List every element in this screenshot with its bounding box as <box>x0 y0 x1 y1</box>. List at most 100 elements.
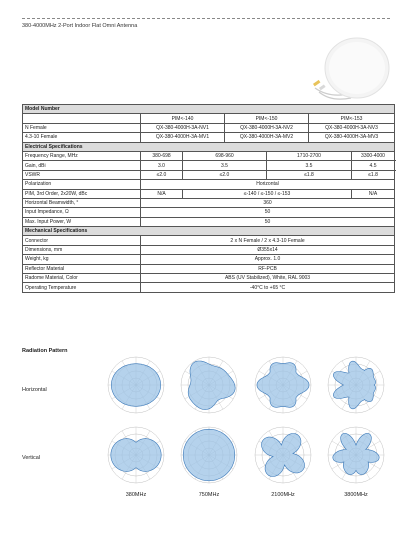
vswr-cell: ≤2.0 <box>140 169 183 181</box>
radome-value: ABS (UV Stabilized), White, RAL 9003 <box>139 273 396 284</box>
model-cell: QX-380-4000H-3A-NV3 <box>307 122 396 134</box>
gain-cell: 3.0 <box>140 160 183 171</box>
mechanical-header: Mechanical Specifications <box>21 226 396 237</box>
dimensions-row: Dimensions, mm Ø355x14 <box>22 244 396 256</box>
freq-cell: 1710-2700 <box>266 150 352 162</box>
header-rule <box>22 18 390 19</box>
row-label: Horizontal Beamwidth, ° <box>22 197 141 209</box>
row-label: PIM, 3rd Order, 2x20W, dBc <box>22 188 141 199</box>
radiation-pattern-shape <box>110 438 162 472</box>
radiation-pattern-shape <box>187 360 236 410</box>
row-label: Dimensions, mm <box>22 244 141 256</box>
radiation-plot <box>327 426 385 484</box>
radiation-plot <box>180 426 238 484</box>
weight-row: Weight, kg Approx. 1.0 <box>22 254 396 265</box>
radiation-pattern-shape <box>261 433 305 477</box>
radiation-pattern-shape <box>332 433 380 475</box>
pim-row: PIM, 3rd Order, 2x20W, dBc N/A ≤-140 / ≤… <box>22 188 396 199</box>
reflector-value: RF-PCB <box>139 263 396 275</box>
gain-cell: 3.5 <box>266 160 352 171</box>
radiation-pattern-shape <box>256 362 310 408</box>
max-power-row: Max. Input Power, W 50 <box>22 216 396 228</box>
freq-cell: 380-698 <box>140 150 183 162</box>
radiation-plot <box>180 356 238 414</box>
beamwidth-value: 360 <box>139 197 396 209</box>
row-label: 4.3-10 Female <box>22 132 141 143</box>
model-cell: QX-380-4000H-3A-MV1 <box>140 132 225 143</box>
row-label: Polarization <box>22 179 141 190</box>
pim-grade-3: PIM<-153 <box>307 113 396 124</box>
row-label: Max. Input Power, W <box>22 216 141 228</box>
dimensions-value: Ø355x14 <box>139 244 396 256</box>
row-label: Operating Temperature <box>22 282 141 293</box>
model-cell: QX-380-4000H-3A-MV2 <box>224 132 309 143</box>
gain-row: Gain, dBi 3.0 3.5 3.5 4.5 <box>22 160 396 171</box>
radiation-pattern-title: Radiation Pattern <box>22 348 68 354</box>
polarization-row: Polarization Horizontal <box>22 179 396 190</box>
radiation-plot <box>107 426 165 484</box>
pim-cell: N/A <box>350 188 396 199</box>
radiation-plot <box>327 356 385 414</box>
impedance-value: 50 <box>139 207 396 218</box>
radiation-pattern-shape <box>182 428 236 482</box>
reflector-row: Reflector Material RF-PCB <box>22 263 396 275</box>
row-label: Weight, kg <box>22 254 141 265</box>
radiation-pattern-shape <box>332 360 376 410</box>
gain-cell: 4.5 <box>350 160 396 171</box>
row-label: Radome Material, Color <box>22 273 141 284</box>
model-cell: QX-380-4000H-3A-MV3 <box>307 132 396 143</box>
vswr-cell: ≤2.0 <box>182 169 267 181</box>
freq-cell: 698-960 <box>182 150 267 162</box>
row-label: Gain, dBi <box>22 160 141 171</box>
mechanical-header-row: Mechanical Specifications <box>21 226 396 237</box>
radiation-pattern-shape <box>111 363 161 407</box>
row-label: N Female <box>22 122 141 134</box>
connector-value: 2 x N Female / 2 x 4.3-10 Female <box>139 235 396 246</box>
row-label: Input Impedance, Ω <box>22 207 141 218</box>
connector-row: Connector 2 x N Female / 2 x 4.3-10 Fema… <box>22 235 396 246</box>
pim-cell: N/A <box>140 188 183 199</box>
radiation-plot <box>254 356 312 414</box>
model-cell: QX-380-4000H-3A-NV1 <box>140 122 225 134</box>
model-number-header-row: Model Number <box>21 103 396 115</box>
model-cell: QX-380-4000H-3A-NV2 <box>224 122 309 134</box>
row-label: Reflector Material <box>22 263 141 275</box>
vswr-cell: ≤1.8 <box>266 169 352 181</box>
electrical-header-row: Electrical Specifications <box>21 141 396 152</box>
spec-table: Model Number PIM<-140 PIM<-150 PIM<-153 … <box>21 103 396 293</box>
vswr-row: VSWR ≤2.0 ≤2.0 ≤1.8 ≤1.8 <box>22 169 396 181</box>
freq-label-3800: 3800MHz <box>344 492 368 498</box>
electrical-header: Electrical Specifications <box>21 141 396 152</box>
n-female-row: N Female QX-380-4000H-3A-NV1 QX-380-4000… <box>22 122 396 134</box>
operating-temp-value: -40°C to +65 °C <box>139 282 396 293</box>
vswr-cell: ≤1.8 <box>350 169 396 181</box>
row-label: Frequency Range, MHz <box>22 150 141 162</box>
pim-grade-1: PIM<-140 <box>140 113 225 124</box>
freq-cell: 3300-4000 <box>350 150 396 162</box>
radiation-plot <box>107 356 165 414</box>
impedance-row: Input Impedance, Ω 50 <box>22 207 396 218</box>
radome-row: Radome Material, Color ABS (UV Stabilize… <box>22 273 396 284</box>
freq-label-2100: 2100MHz <box>271 492 295 498</box>
document-title: 380-4000MHz 2-Port Indoor Flat Omni Ante… <box>22 23 138 29</box>
vertical-label: Vertical <box>22 455 41 461</box>
model-number-header: Model Number <box>21 103 396 115</box>
freq-label-380: 380MHz <box>125 492 147 498</box>
horizontal-label: Horizontal <box>22 387 47 393</box>
max-power-value: 50 <box>139 216 396 228</box>
row-label: Connector <box>22 235 141 246</box>
4310-female-row: 4.3-10 Female QX-380-4000H-3A-MV1 QX-380… <box>22 132 396 143</box>
pim-cell: ≤-140 / ≤-150 / ≤-153 <box>182 188 352 199</box>
pim-grade-2: PIM<-150 <box>224 113 309 124</box>
beamwidth-row: Horizontal Beamwidth, ° 360 <box>22 197 396 209</box>
radiation-plot <box>254 426 312 484</box>
row-label: VSWR <box>22 169 141 181</box>
weight-value: Approx. 1.0 <box>139 254 396 265</box>
antenna-product-image <box>312 37 390 100</box>
polarization-value: Horizontal <box>139 179 396 190</box>
pim-grade-row: PIM<-140 PIM<-150 PIM<-153 <box>22 113 396 124</box>
gain-cell: 3.5 <box>182 160 267 171</box>
frequency-row: Frequency Range, MHz 380-698 698-960 171… <box>22 150 396 162</box>
freq-label-750: 750MHz <box>198 492 220 498</box>
operating-temp-row: Operating Temperature -40°C to +65 °C <box>22 282 396 293</box>
